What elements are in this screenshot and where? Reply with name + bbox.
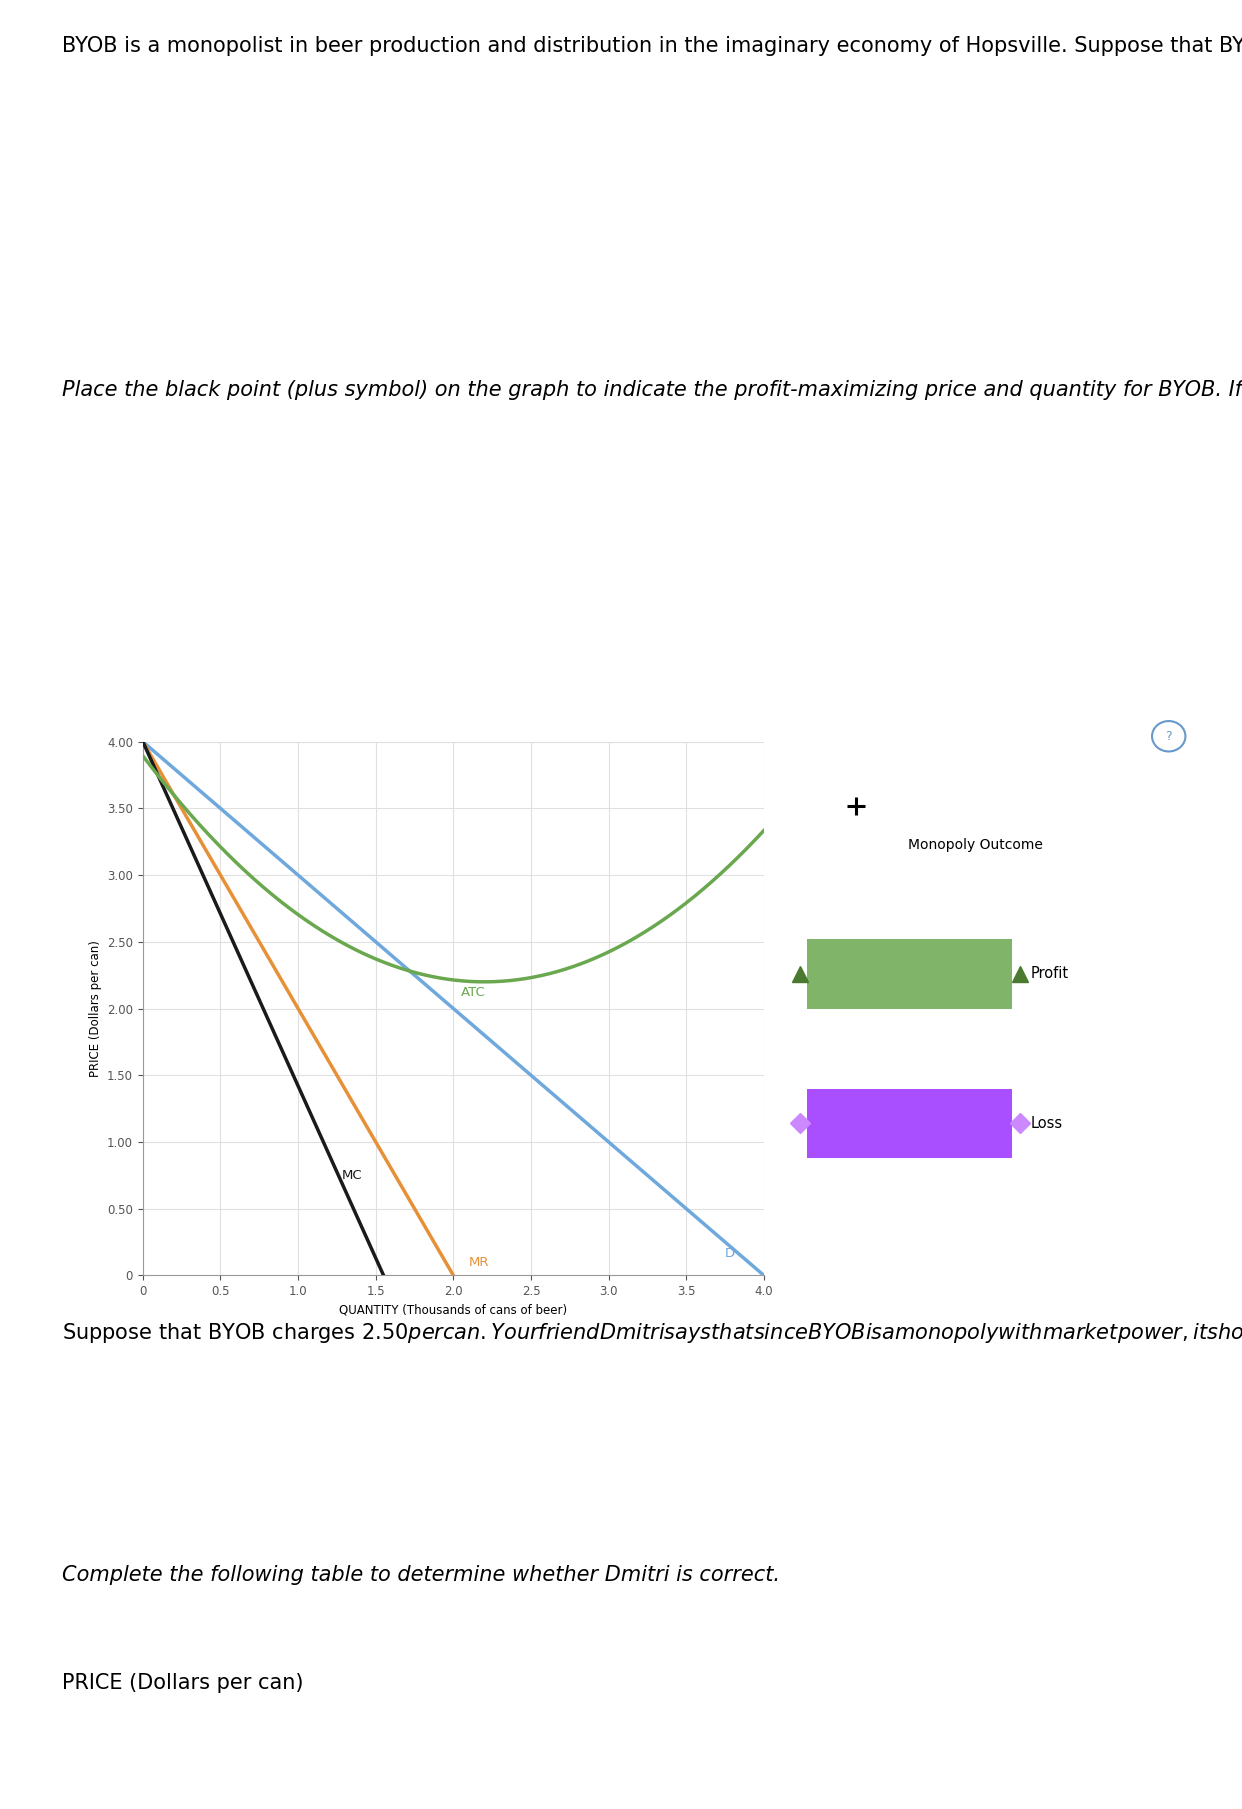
Text: ATC: ATC <box>461 986 486 999</box>
Text: Place the black point (plus symbol) on the graph to indicate the profit-maximizi: Place the black point (plus symbol) on t… <box>62 380 1242 400</box>
Text: ?: ? <box>1165 729 1172 743</box>
FancyBboxPatch shape <box>807 939 1012 1009</box>
Y-axis label: PRICE (Dollars per can): PRICE (Dollars per can) <box>88 941 102 1076</box>
X-axis label: QUANTITY (Thousands of cans of beer): QUANTITY (Thousands of cans of beer) <box>339 1304 568 1317</box>
Text: PRICE (Dollars per can): PRICE (Dollars per can) <box>62 1673 303 1693</box>
Text: MC: MC <box>342 1169 363 1181</box>
Text: MR: MR <box>469 1255 489 1268</box>
Text: BYOB is a monopolist in beer production and distribution in the imaginary econom: BYOB is a monopolist in beer production … <box>62 36 1242 56</box>
Text: Profit: Profit <box>1031 966 1069 980</box>
Text: Monopoly Outcome: Monopoly Outcome <box>908 838 1043 852</box>
Text: Loss: Loss <box>1031 1116 1063 1131</box>
FancyBboxPatch shape <box>807 1089 1012 1158</box>
Text: Suppose that BYOB charges $2.50 per can. Your friend Dmitri says that since BYOB: Suppose that BYOB charges $2.50 per can.… <box>62 1321 1242 1344</box>
Text: Complete the following table to determine whether Dmitri is correct.: Complete the following table to determin… <box>62 1565 780 1585</box>
Text: D: D <box>725 1248 735 1261</box>
